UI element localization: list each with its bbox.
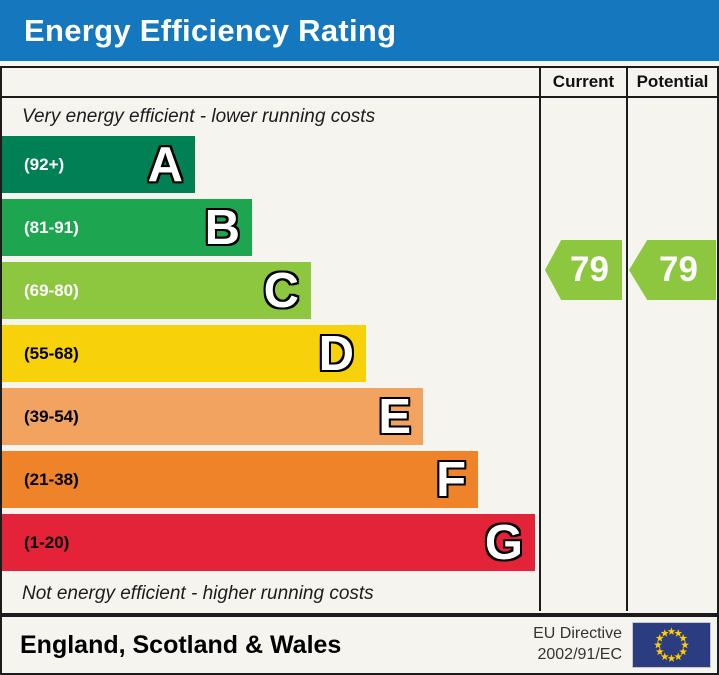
- eu-directive-line1: EU Directive: [533, 625, 622, 643]
- band-range-label: (21-38): [24, 469, 79, 489]
- region-label: England, Scotland & Wales: [20, 630, 342, 659]
- table-header-row: Current Potential: [2, 68, 717, 98]
- band-a: (92+) A: [2, 136, 195, 193]
- footer: England, Scotland & Wales EU Directive 2…: [0, 615, 719, 675]
- rating-table: Current Potential Very energy efficient …: [0, 66, 719, 615]
- band-letter: E: [378, 389, 411, 444]
- current-column-header: Current: [541, 68, 628, 96]
- eu-directive-line2: 2002/91/EC: [537, 646, 622, 663]
- current-rating-value: 79: [570, 250, 609, 289]
- band-c: (69-80) C: [2, 262, 311, 319]
- top-note: Very energy efficient - lower running co…: [22, 106, 376, 127]
- band-range-label: (55-68): [24, 343, 79, 363]
- band-b: (81-91) B: [2, 199, 252, 256]
- potential-rating-arrow: 79: [629, 240, 716, 300]
- potential-value-cell: 79: [628, 98, 717, 611]
- band-letter: G: [484, 515, 523, 570]
- band-letter: F: [436, 452, 466, 507]
- band-range-label: (39-54): [24, 406, 79, 426]
- chart-title: Energy Efficiency Rating: [24, 12, 397, 48]
- band-letter: C: [263, 263, 299, 318]
- band-range-label: (92+): [24, 154, 65, 174]
- potential-column-header: Potential: [636, 72, 709, 91]
- band-range-label: (81-91): [24, 217, 79, 237]
- current-value-cell: 79: [541, 98, 628, 611]
- table-body-row: Very energy efficient - lower running co…: [2, 98, 717, 611]
- rating-bands: (92+) A (81-91) B (69-80) C (55-68) D (39-54) E (2…: [2, 136, 539, 577]
- band-d: (55-68) D: [2, 325, 366, 382]
- eu-flag-icon: [632, 622, 711, 668]
- eu-directive-label: EU Directive 2002/91/EC: [533, 624, 622, 666]
- band-letter: B: [204, 200, 240, 255]
- chart-title-bar: Energy Efficiency Rating: [0, 0, 719, 61]
- potential-rating-value: 79: [659, 250, 698, 289]
- band-range-label: (69-80): [24, 280, 79, 300]
- band-range-label: (1-20): [24, 532, 70, 552]
- band-e: (39-54) E: [2, 388, 423, 445]
- bottom-note: Not energy efficient - higher running co…: [22, 583, 374, 604]
- band-g: (1-20) G: [2, 514, 535, 571]
- band-f: (21-38) F: [2, 451, 478, 508]
- current-rating-arrow: 79: [545, 240, 622, 300]
- rating-scale-cell: Very energy efficient - lower running co…: [2, 98, 541, 611]
- band-letter: D: [318, 326, 354, 381]
- band-letter: A: [147, 137, 183, 192]
- header-spacer-cell: [2, 68, 541, 96]
